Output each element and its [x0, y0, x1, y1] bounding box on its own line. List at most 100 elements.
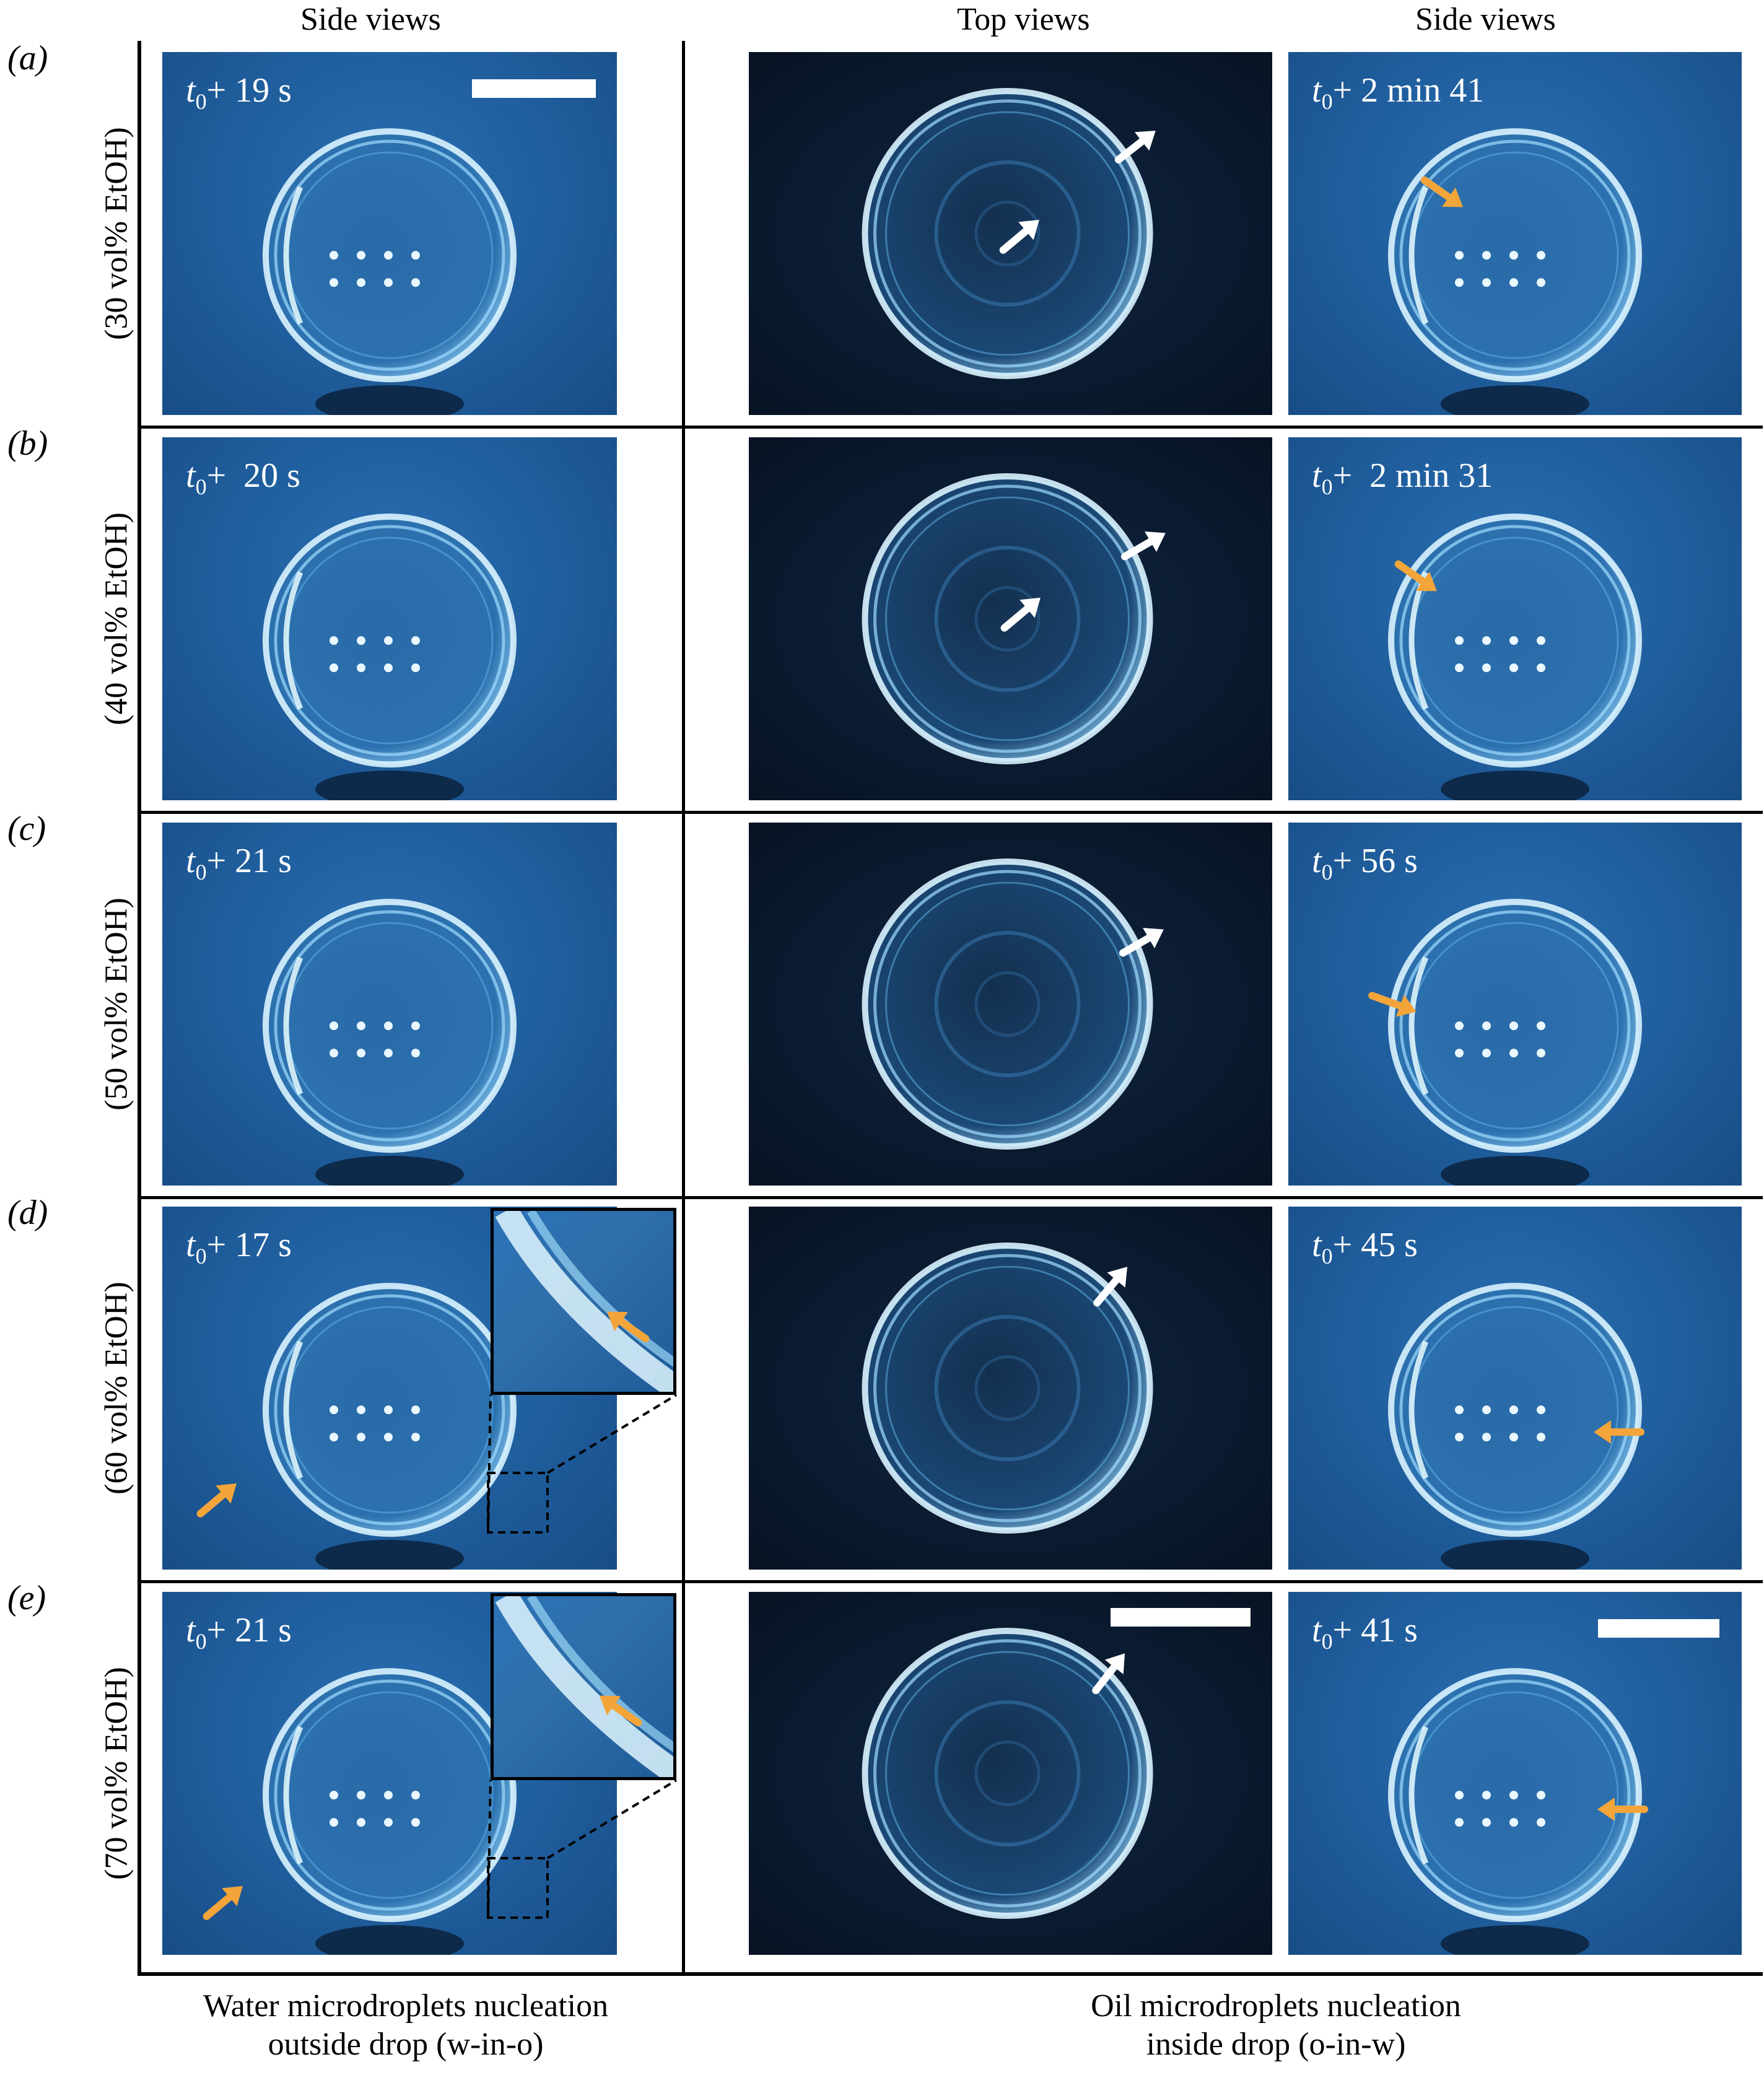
row-condition-label: (60 vol% EtOH)	[98, 1282, 134, 1495]
row-condition-label: (30 vol% EtOH)	[98, 127, 134, 340]
droplet-top-view	[862, 473, 1153, 764]
row-divider-4	[138, 1580, 1763, 1583]
time-offset: + 56 s	[1332, 842, 1418, 880]
panel-side-view-left: t0+ 21 s	[162, 823, 617, 1186]
zoom-inset	[491, 1208, 676, 1395]
row-divider-3	[138, 1196, 1763, 1199]
droplet-side-view	[263, 1668, 517, 1955]
orange-arrow	[1594, 1420, 1644, 1444]
droplet-top-view	[862, 1628, 1153, 1919]
header-right: Side views	[1415, 2, 1556, 37]
timestamp-right: t0+ 56 s	[1312, 841, 1418, 885]
scale-bar	[1111, 1608, 1251, 1627]
footer-right-line1: Oil microdroplets nucleation	[1091, 1988, 1461, 2024]
time-subscript: 0	[195, 474, 207, 500]
droplet-top-view	[862, 88, 1153, 379]
droplet-side-view	[263, 128, 517, 415]
row-condition-label: (50 vol% EtOH)	[98, 898, 134, 1111]
time-symbol: t	[1312, 456, 1322, 495]
time-symbol: t	[186, 456, 196, 495]
panel-side-view-right: t0+ 45 s	[1288, 1207, 1742, 1570]
time-symbol: t	[1312, 842, 1322, 880]
header-left: Side views	[300, 2, 441, 37]
droplet-side-view	[1388, 1668, 1642, 1955]
inset-interface-highlight	[495, 1211, 673, 1392]
timestamp-right: t0+ 2 min 31	[1312, 456, 1493, 500]
time-symbol: t	[1312, 1611, 1322, 1649]
droplet-side-view	[1388, 899, 1642, 1186]
droplet-side-view	[1388, 1283, 1642, 1570]
panel-side-view-left: t0+ 20 s	[162, 437, 617, 800]
footer-right: Oil microdroplets nucleation inside drop…	[917, 1987, 1635, 2064]
droplet-side-view	[263, 1283, 517, 1570]
orange-arrow	[196, 1483, 237, 1518]
footer-left-line1: Water microdroplets nucleation	[203, 1988, 609, 2024]
timestamp-right: t0+ 45 s	[1312, 1225, 1418, 1269]
time-offset: + 20 s	[206, 456, 300, 495]
white-arrow	[1000, 597, 1041, 632]
timestamp-left: t0+ 21 s	[186, 841, 292, 885]
timestamp-left: t0+ 20 s	[186, 456, 300, 500]
row-condition-label: (40 vol% EtOH)	[98, 512, 134, 725]
row-letter: (c)	[7, 810, 46, 848]
time-subscript: 0	[195, 89, 207, 115]
orange-arrow	[1394, 560, 1437, 592]
panel-side-view-right: t0+ 56 s	[1288, 823, 1742, 1186]
figure-frame	[138, 41, 1763, 1976]
footer-left: Water microdroplets nucleation outside d…	[136, 1987, 675, 2064]
footer-left-line2: outside drop (w-in-o)	[268, 2027, 544, 2063]
white-arrow	[1093, 1267, 1128, 1307]
droplet-side-view	[263, 513, 517, 800]
header-middle: Top views	[957, 2, 1090, 37]
row-divider-2	[138, 811, 1763, 814]
panel-top-view	[749, 823, 1272, 1186]
time-offset: + 45 s	[1332, 1226, 1418, 1264]
scale-bar	[1598, 1619, 1719, 1638]
timestamp-left: t0+ 17 s	[186, 1225, 292, 1269]
row-condition-label: (70 vol% EtOH)	[98, 1667, 134, 1880]
panel-side-view-right: t0+ 2 min 41	[1288, 52, 1742, 415]
droplet-top-view	[862, 1243, 1153, 1534]
time-symbol: t	[186, 71, 196, 110]
white-arrow	[1120, 531, 1166, 561]
time-offset: + 21 s	[206, 842, 292, 880]
time-subscript: 0	[1321, 860, 1333, 885]
white-arrow	[1114, 130, 1156, 164]
zoom-inset	[491, 1593, 676, 1780]
time-symbol: t	[186, 1226, 196, 1264]
panel-top-view	[749, 52, 1272, 415]
time-offset: + 21 s	[206, 1611, 292, 1649]
time-subscript: 0	[195, 860, 207, 885]
row-letter: (b)	[7, 424, 48, 463]
footer-right-line2: inside drop (o-in-w)	[1146, 2027, 1406, 2063]
time-offset: + 2 min 31	[1332, 456, 1493, 495]
inset-interface-highlight	[495, 1596, 673, 1777]
row-letter: (d)	[7, 1194, 48, 1232]
time-subscript: 0	[195, 1244, 207, 1269]
droplet-side-view	[263, 899, 517, 1186]
time-offset: + 2 min 41	[1332, 71, 1485, 110]
orange-arrow	[607, 1311, 650, 1343]
time-subscript: 0	[1321, 474, 1333, 500]
time-subscript: 0	[195, 1629, 207, 1654]
time-symbol: t	[1312, 71, 1322, 110]
white-arrow	[1119, 928, 1164, 957]
orange-arrow	[1597, 1798, 1648, 1821]
time-subscript: 0	[1321, 1244, 1333, 1269]
row-divider-1	[138, 426, 1763, 429]
row-letter: (a)	[7, 39, 48, 77]
orange-arrow	[203, 1885, 243, 1920]
time-symbol: t	[186, 842, 196, 880]
timestamp-right: t0+ 2 min 41	[1312, 71, 1484, 115]
timestamp-right: t0+ 41 s	[1312, 1610, 1418, 1654]
panel-top-view	[749, 1207, 1272, 1570]
column-divider	[682, 41, 685, 1976]
time-offset: + 19 s	[206, 71, 292, 110]
droplet-side-view	[1388, 513, 1642, 800]
time-subscript: 0	[1321, 89, 1333, 115]
orange-arrow	[1368, 992, 1417, 1017]
orange-arrow	[600, 1695, 642, 1727]
time-subscript: 0	[1321, 1629, 1333, 1654]
droplet-top-view	[862, 858, 1153, 1150]
orange-arrow	[1420, 176, 1463, 208]
